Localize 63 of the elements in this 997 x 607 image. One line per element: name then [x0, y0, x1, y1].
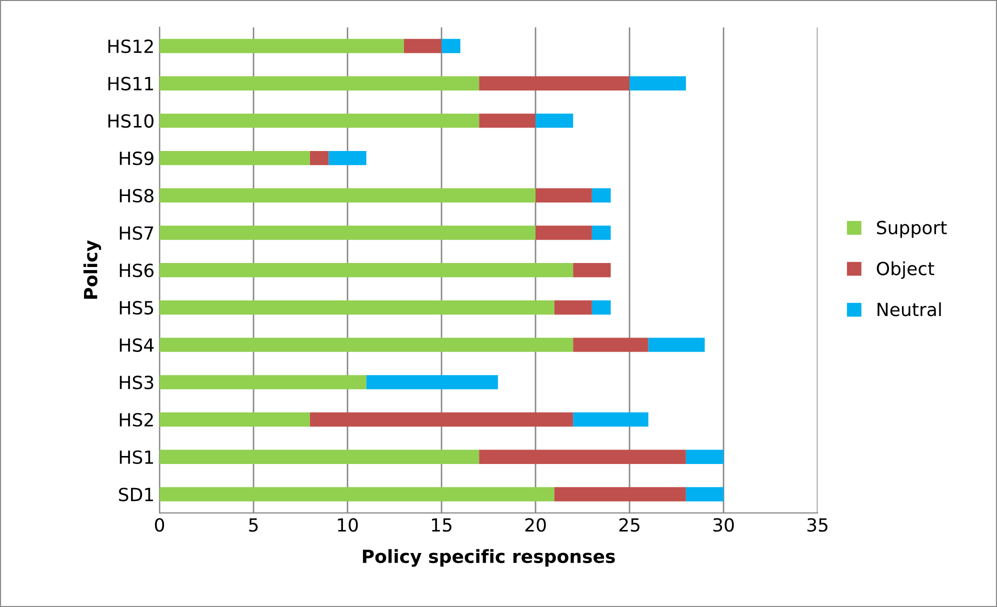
bar — [328, 150, 366, 166]
legend-label: Neutral — [878, 302, 941, 316]
y-tick-label: HS6 — [120, 264, 154, 278]
bar — [442, 38, 460, 54]
bar — [592, 188, 611, 203]
bar — [160, 150, 310, 166]
bar — [404, 38, 442, 54]
bar — [536, 114, 574, 128]
bar — [366, 375, 498, 390]
y-tick-label: HS10 — [108, 114, 154, 128]
bar — [554, 300, 592, 315]
bar — [573, 338, 648, 352]
y-tick-label: HS3 — [120, 376, 154, 390]
bar — [310, 150, 329, 166]
x-tick-label: 15 — [432, 518, 452, 532]
bar — [592, 226, 611, 240]
bar — [592, 300, 611, 315]
x-tick-label: 20 — [525, 518, 546, 532]
bar — [160, 114, 480, 128]
bar — [160, 487, 554, 502]
y-tick-label: HS4 — [120, 338, 154, 352]
y-tick-label: HS2 — [120, 412, 153, 427]
bar — [160, 226, 536, 240]
bar — [573, 412, 648, 427]
legend-label: Object — [876, 261, 934, 279]
x-tick-label: 30 — [713, 518, 734, 532]
bar — [160, 412, 310, 427]
bar — [160, 338, 574, 352]
x-tick-label: 35 — [807, 518, 828, 532]
bar — [630, 76, 686, 90]
bar — [160, 76, 480, 90]
y-tick-label: HS8 — [120, 188, 154, 203]
bar — [536, 188, 592, 203]
bar — [686, 450, 724, 464]
bar — [160, 188, 536, 203]
bar — [648, 338, 705, 352]
bar — [479, 114, 536, 128]
y-tick-label: HS7 — [120, 226, 154, 240]
y-tick-label: HS5 — [120, 300, 154, 315]
x-tick-label: 5 — [249, 518, 258, 532]
legend-label: Support — [877, 220, 947, 238]
bar — [554, 487, 686, 502]
x-tick-label: 0 — [154, 518, 164, 532]
x-axis-title: Policy specific responses — [362, 549, 615, 567]
bar — [310, 412, 574, 427]
y-tick-label: HS11 — [108, 76, 153, 90]
bar — [686, 487, 724, 502]
bar — [160, 263, 574, 278]
y-tick-label: HS1 — [120, 450, 153, 464]
y-axis-title: Policy — [83, 240, 102, 299]
x-tick-label: 10 — [338, 518, 358, 532]
bar — [479, 450, 686, 464]
bar — [160, 38, 404, 54]
x-tick-label: 25 — [619, 518, 640, 532]
bar — [160, 450, 480, 464]
bar — [573, 263, 611, 278]
bar — [536, 226, 592, 240]
bar — [160, 300, 554, 315]
bar — [160, 375, 366, 390]
y-tick-label: SD1 — [118, 488, 153, 502]
bar — [479, 76, 630, 90]
y-tick-label: HS12 — [108, 39, 153, 54]
y-tick-label: HS9 — [120, 152, 154, 166]
